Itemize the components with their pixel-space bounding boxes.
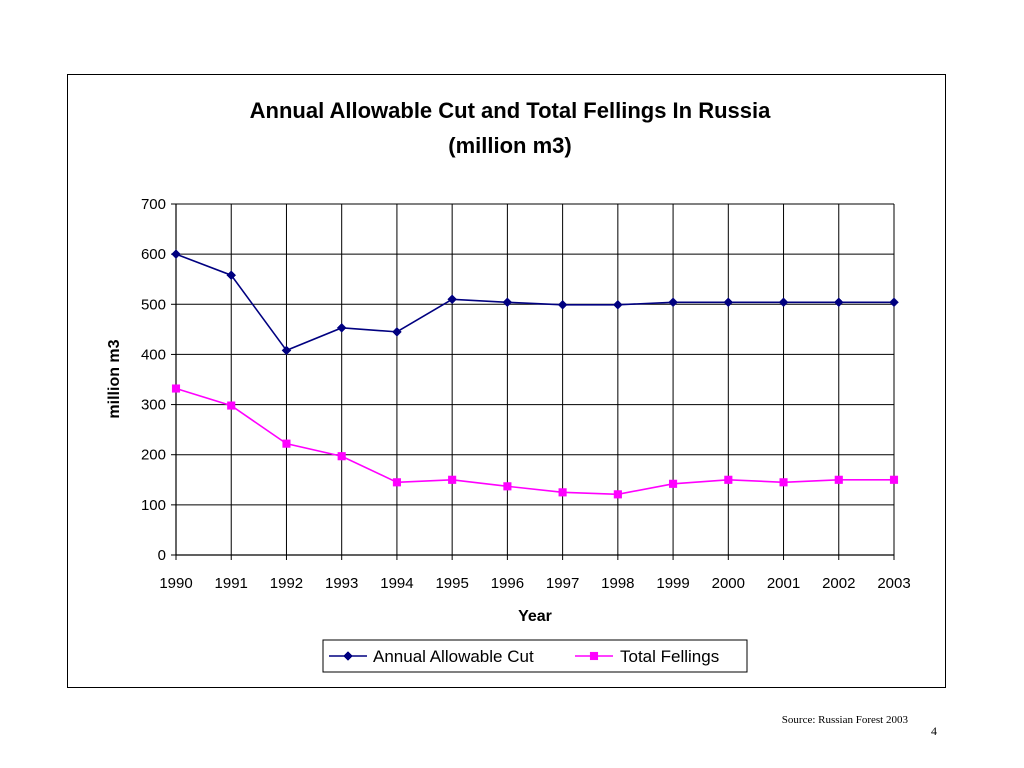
x-tick-label: 1992 — [270, 575, 303, 592]
legend-total-fellings-label: Total Fellings — [620, 647, 719, 666]
allowable-cut-point — [778, 297, 789, 308]
y-tick-label: 700 — [141, 196, 166, 213]
x-tick-label: 1994 — [380, 575, 413, 592]
x-tick-label: 2000 — [712, 575, 745, 592]
allowable-cut-line — [175, 253, 894, 352]
y-tick-label: 300 — [141, 397, 166, 414]
legend-box — [322, 639, 748, 673]
x-axis-title: Year — [518, 608, 552, 625]
y-tick-label: 500 — [141, 296, 166, 313]
total-fellings-point — [834, 475, 843, 484]
allowable-cut-point — [723, 297, 734, 308]
total-fellings-point — [779, 478, 788, 487]
y-axis-title: million m3 — [106, 339, 123, 418]
source-note: Source: Russian Forest 2003 — [781, 714, 908, 726]
legend-allowable-cut-marker — [343, 651, 353, 661]
allowable-cut-point — [833, 297, 844, 308]
allowable-cut-point — [557, 299, 568, 310]
total-fellings-point — [392, 478, 401, 487]
total-fellings-point — [503, 482, 512, 491]
y-tick-label: 0 — [158, 547, 166, 564]
allowable-cut-point — [612, 299, 623, 310]
chart-frame: Annual Allowable Cut and Total Fellings … — [67, 74, 946, 688]
x-tick-label: 1995 — [435, 575, 468, 592]
x-tick-label: 2002 — [822, 575, 855, 592]
chart-title: Annual Allowable Cut and Total Fellings … — [250, 98, 771, 123]
x-tick-label: 1999 — [656, 575, 689, 592]
x-tick-label: 1991 — [215, 575, 248, 592]
x-tick-label: 1996 — [491, 575, 524, 592]
allowable-cut-point — [889, 297, 899, 308]
chart-svg: Annual Allowable Cut and Total Fellings … — [106, 98, 911, 673]
total-fellings-point — [889, 475, 899, 484]
y-tick-label: 600 — [141, 246, 166, 263]
total-fellings-point — [558, 488, 567, 497]
total-fellings-point — [227, 401, 236, 410]
total-fellings-point — [448, 475, 457, 484]
allowable-cut-point — [336, 322, 347, 333]
x-tick-label: 1997 — [546, 575, 579, 592]
chart-subtitle: (million m3) — [448, 133, 571, 158]
allowable-cut-point — [392, 327, 402, 337]
legend-allowable-cut-label: Annual Allowable Cut — [373, 647, 534, 666]
legend: Annual Allowable Cut Total Fellings — [322, 639, 748, 673]
y-tick-label: 200 — [141, 447, 166, 464]
allowable-cut-point — [281, 345, 292, 356]
total-fellings-point — [337, 452, 346, 461]
total-fellings-point — [171, 384, 181, 393]
page-number: 4 — [931, 724, 937, 738]
y-tick-label: 400 — [141, 346, 166, 363]
total-fellings-point — [613, 490, 622, 499]
x-tick-label: 1993 — [325, 575, 358, 592]
y-tick-label: 100 — [141, 497, 166, 514]
x-tick-label: 1998 — [601, 575, 634, 592]
x-tick-label: 2003 — [877, 575, 910, 592]
plot-area: 0 100 200 300 400 500 600 700 1990 1991 1992 1993 19… — [141, 196, 911, 592]
total-fellings-line — [175, 387, 894, 496]
allowable-cut-point — [502, 297, 513, 308]
total-fellings-point — [724, 475, 733, 484]
total-fellings-point — [282, 439, 291, 448]
allowable-cut-point — [447, 294, 458, 305]
x-tick-label: 1990 — [159, 575, 192, 592]
legend-total-fellings-marker — [589, 651, 599, 661]
allowable-cut-point — [226, 270, 237, 281]
total-fellings-point — [669, 479, 678, 488]
allowable-cut-point — [668, 297, 678, 308]
x-tick-label: 2001 — [767, 575, 800, 592]
allowable-cut-point — [171, 249, 181, 259]
